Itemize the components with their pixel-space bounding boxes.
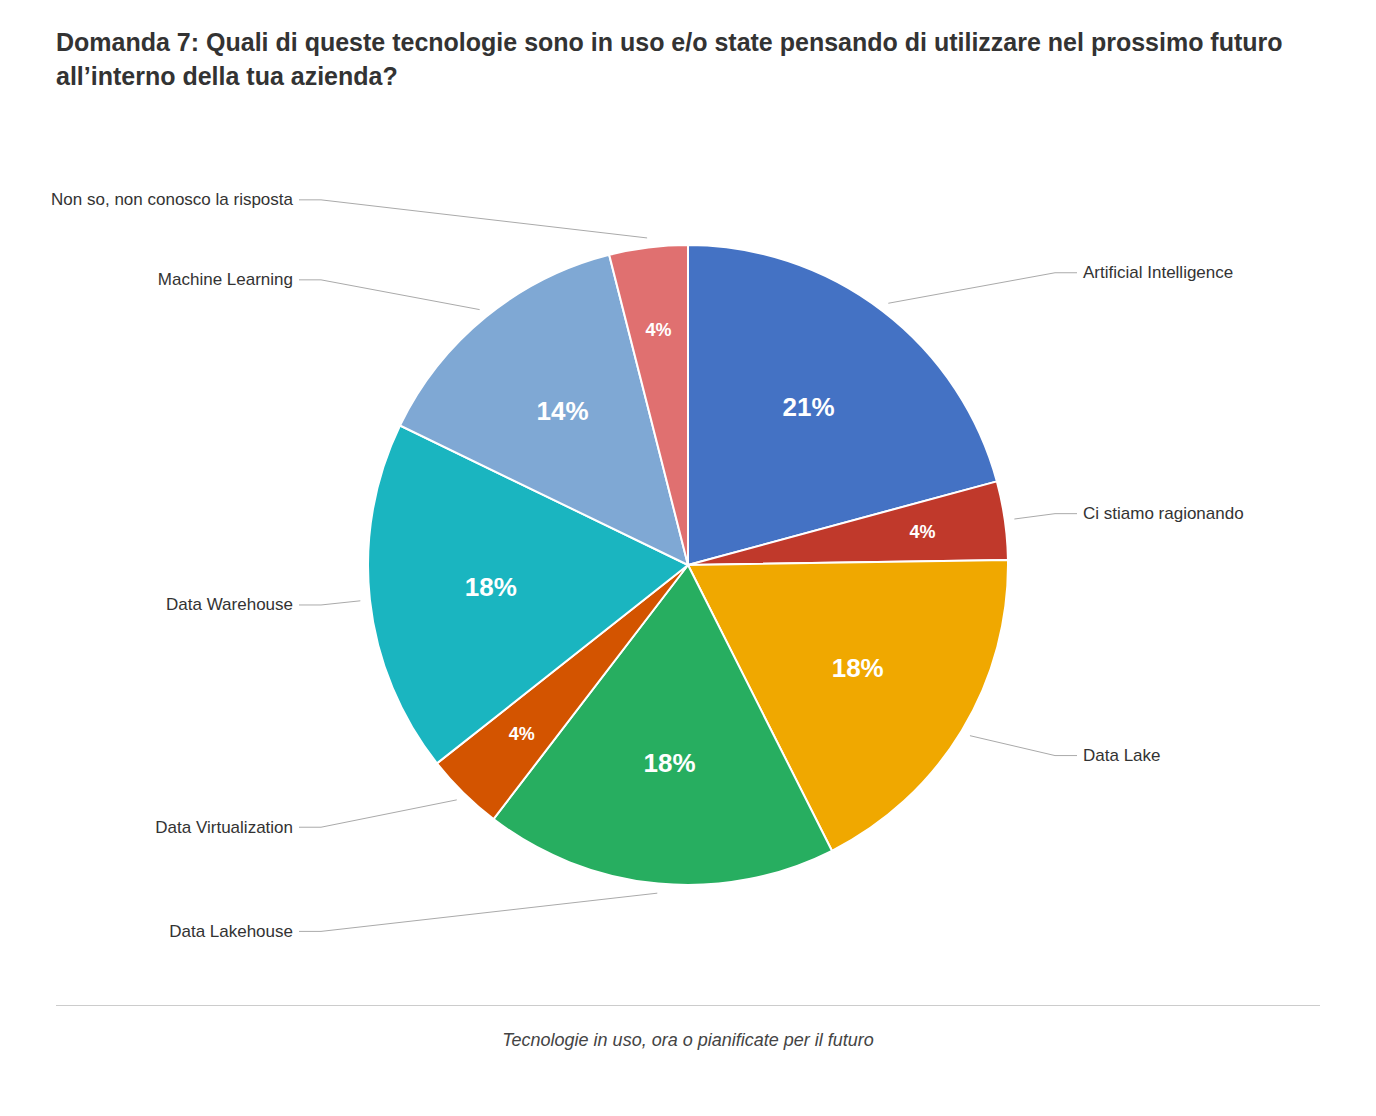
data-label: 18%: [832, 653, 884, 683]
connector: [299, 200, 647, 238]
chart: 21%4%18%18%4%18%14%4%Non so, non conosco…: [0, 0, 1376, 1116]
title: Domanda 7: Quali di queste tecnologie so…: [56, 26, 1316, 94]
connector: [299, 280, 480, 310]
category-label: Machine Learning: [158, 270, 293, 289]
category-label: Data Virtualization: [155, 818, 293, 837]
category-label: Artificial Intelligence: [1083, 263, 1233, 282]
slice-labels: 21% 4% 18% 18% 4% 18% 14% 4%: [465, 320, 936, 778]
category-label: Ci stiamo ragionando: [1083, 504, 1244, 523]
data-label: 4%: [909, 522, 935, 542]
data-label: 4%: [509, 724, 535, 744]
slice: [609, 245, 688, 565]
connector: [1014, 514, 1077, 519]
connector: [299, 893, 657, 931]
connector: [299, 800, 457, 827]
subtitle: Tecnologie in uso, ora o pianificate per…: [0, 1030, 1376, 1051]
data-label: 18%: [465, 572, 517, 602]
slices: [368, 245, 1008, 885]
connectors: [299, 200, 1077, 932]
category-label: Data Lake: [1083, 746, 1161, 765]
data-label: 21%: [783, 392, 835, 422]
connector: [299, 601, 360, 605]
connector: [888, 273, 1077, 303]
data-label: 18%: [643, 748, 695, 778]
slice: [688, 481, 1008, 565]
data-label: 14%: [537, 396, 589, 426]
separator: [56, 1005, 1320, 1006]
data-label: 4%: [646, 320, 672, 340]
category-labels: Non so, non conosco la risposta Machine L…: [51, 190, 1244, 941]
category-label: Data Lakehouse: [169, 922, 293, 941]
category-label: Data Warehouse: [166, 595, 293, 614]
connector: [970, 736, 1077, 756]
category-label: Non so, non conosco la risposta: [51, 190, 293, 209]
